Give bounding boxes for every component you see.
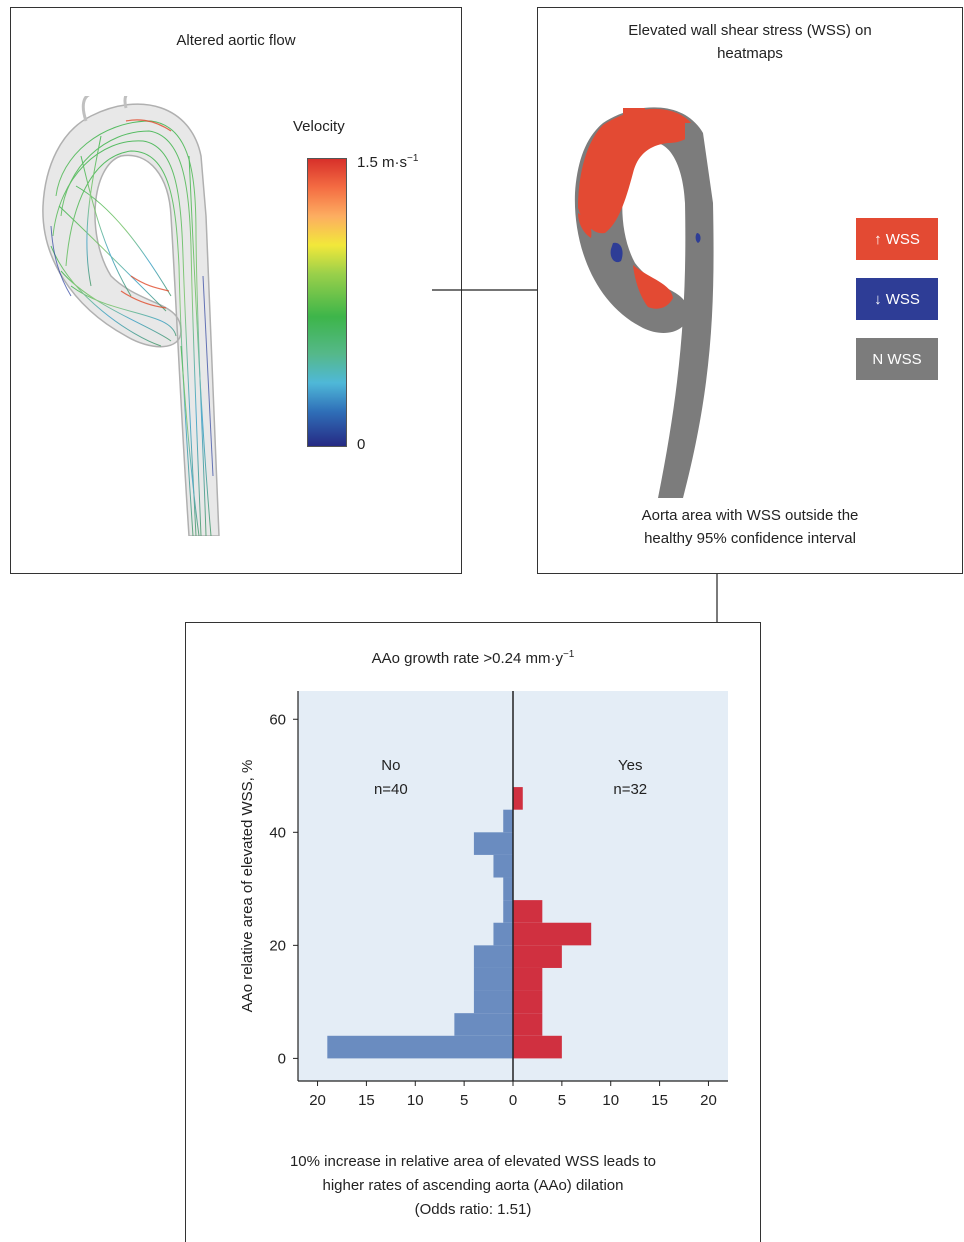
legend-normal-wss: N WSS bbox=[856, 338, 938, 380]
y-tick-label-2: 40 bbox=[269, 824, 286, 841]
x-tick-label-0: 20 bbox=[309, 1092, 326, 1109]
colorbar-min-label: 0 bbox=[357, 436, 366, 453]
y-tick-label-0: 0 bbox=[278, 1050, 286, 1067]
legend-normal-wss-label: N WSS bbox=[872, 350, 922, 368]
legend-reduced-wss-label: ↓ WSS bbox=[874, 290, 920, 308]
no-series-count: n=40 bbox=[374, 781, 408, 798]
velocity-colorbar-title: Velocity bbox=[293, 118, 345, 135]
x-tick-label-7: 15 bbox=[651, 1092, 668, 1109]
wss-caption-line2: healthy 95% confidence interval bbox=[644, 530, 856, 547]
x-tick-label-1: 15 bbox=[358, 1092, 375, 1109]
no-bar-1 bbox=[454, 1013, 513, 1036]
y-tick-label-1: 20 bbox=[269, 937, 286, 954]
patient-histogram-chart: 2015105051015200204060Number of patients… bbox=[239, 691, 728, 1109]
growth-panel-title: AAo growth rate >0.24 mm·y−1 bbox=[186, 649, 760, 667]
wss-panel: Elevated wall shear stress (WSS) on heat… bbox=[537, 7, 963, 574]
yes-bar-4 bbox=[513, 945, 562, 968]
no-bar-3 bbox=[473, 967, 513, 991]
yes-bar-5 bbox=[513, 922, 592, 946]
no-bar-8 bbox=[493, 854, 513, 878]
conclusion-line3: (Odds ratio: 1.51) bbox=[414, 1201, 532, 1218]
no-bar-9 bbox=[473, 832, 513, 855]
velocity-colorbar bbox=[307, 158, 347, 447]
no-bar-5 bbox=[493, 922, 513, 946]
x-tick-label-8: 20 bbox=[700, 1092, 717, 1109]
growth-title-exponent: −1 bbox=[562, 649, 575, 660]
x-tick-label-6: 10 bbox=[602, 1092, 619, 1109]
no-bar-7 bbox=[503, 877, 513, 901]
no-series-label: No bbox=[381, 757, 400, 774]
x-tick-label-5: 5 bbox=[558, 1092, 566, 1109]
yes-bar-0 bbox=[513, 1035, 562, 1059]
conclusion-line1: 10% increase in relative area of elevate… bbox=[289, 1153, 657, 1170]
yes-bar-11 bbox=[513, 787, 523, 810]
legend-reduced-wss: ↓ WSS bbox=[856, 278, 938, 320]
no-bar-2 bbox=[473, 990, 513, 1014]
y-tick-label-3: 60 bbox=[269, 711, 286, 728]
yes-bar-6 bbox=[513, 900, 543, 923]
flow-panel: Altered aortic flow bbox=[10, 7, 462, 574]
no-bar-10 bbox=[503, 809, 513, 833]
wss-caption-line1: Aorta area with WSS outside the bbox=[641, 507, 859, 524]
yes-series-count: n=32 bbox=[613, 781, 647, 798]
yes-bar-2 bbox=[513, 990, 543, 1014]
legend-elevated-wss-label: ↑ WSS bbox=[874, 230, 920, 248]
yes-bar-3 bbox=[513, 967, 543, 991]
no-bar-6 bbox=[503, 900, 513, 923]
conclusion-line2: higher rates of ascending aorta (AAo) di… bbox=[322, 1177, 624, 1194]
colorbar-max-value: 1.5 m·s bbox=[357, 154, 408, 171]
x-tick-label-4: 0 bbox=[509, 1092, 517, 1109]
yes-series-label: Yes bbox=[618, 757, 642, 774]
colorbar-max-label: 1.5 m·s−1 bbox=[357, 153, 418, 171]
colorbar-max-exponent: −1 bbox=[407, 153, 419, 164]
x-tick-label-2: 10 bbox=[407, 1092, 424, 1109]
legend-elevated-wss: ↑ WSS bbox=[856, 218, 938, 260]
growth-title-text: AAo growth rate >0.24 mm·y bbox=[371, 650, 563, 667]
y-axis-label: AAo relative area of elevated WSS, % bbox=[239, 760, 256, 1013]
aorta-wss-heatmap-image bbox=[574, 107, 714, 498]
aorta-streamline-image bbox=[42, 96, 220, 536]
yes-bar-1 bbox=[513, 1013, 543, 1036]
wss-panel-title-line1: Elevated wall shear stress (WSS) on bbox=[628, 22, 872, 39]
growth-panel: AAo growth rate >0.24 mm·y−1 20 15 10 5 0 5 10… bbox=[185, 622, 761, 1242]
no-bar-4 bbox=[473, 945, 513, 968]
no-bar-0 bbox=[327, 1035, 513, 1059]
x-tick-label-3: 5 bbox=[460, 1092, 468, 1109]
flow-panel-title: Altered aortic flow bbox=[176, 32, 296, 49]
wss-panel-title-line2: heatmaps bbox=[717, 45, 783, 62]
